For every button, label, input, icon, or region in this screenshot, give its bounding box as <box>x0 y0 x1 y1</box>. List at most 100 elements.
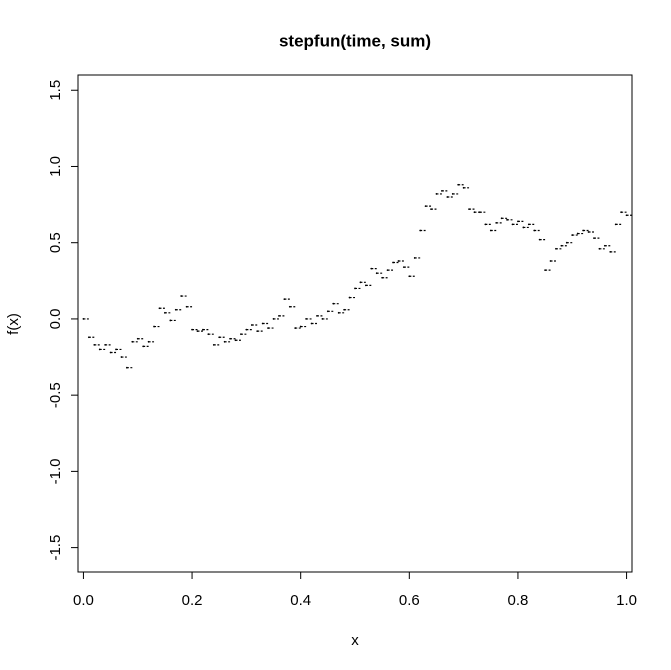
step-point <box>305 318 308 320</box>
y-tick-label: 0.5 <box>47 232 64 253</box>
step-point <box>538 238 541 241</box>
step-point <box>364 284 367 287</box>
step-point <box>549 260 552 262</box>
step-point <box>392 261 394 264</box>
y-tick-label: -1.0 <box>47 458 64 484</box>
step-point <box>603 244 606 247</box>
step-point <box>316 314 318 317</box>
x-tick-label: 0.4 <box>290 592 311 609</box>
step-point <box>180 295 183 297</box>
y-tick-label: -1.5 <box>47 535 64 561</box>
y-tick-label: 1.0 <box>47 156 64 177</box>
step-point <box>82 318 85 320</box>
step-point <box>169 319 172 322</box>
step-point <box>435 193 438 195</box>
x-tick-label: 1.0 <box>616 592 637 609</box>
x-tick-label: 0.0 <box>73 592 94 609</box>
step-point <box>359 281 362 284</box>
step-point <box>473 211 476 214</box>
step-point <box>533 229 536 232</box>
step-point <box>147 340 150 343</box>
plot-frame <box>77 74 633 573</box>
step-point <box>495 221 498 224</box>
step-point <box>565 241 568 244</box>
step-point <box>115 348 117 351</box>
step-point <box>348 296 351 299</box>
y-tick-label: 0.0 <box>47 308 64 329</box>
step-point <box>164 311 166 314</box>
step-point <box>125 366 128 369</box>
step-point <box>489 229 492 232</box>
step-point <box>196 330 199 333</box>
step-point <box>321 318 324 320</box>
step-point <box>98 348 101 351</box>
step-point <box>332 302 335 305</box>
step-point <box>343 308 346 311</box>
step-point <box>288 305 291 308</box>
step-point <box>555 247 557 250</box>
step-point <box>479 211 481 214</box>
step-point <box>593 237 595 240</box>
step-point <box>272 318 275 320</box>
step-point <box>310 322 313 325</box>
step-point <box>261 322 264 325</box>
step-point <box>544 269 546 272</box>
step-point <box>278 314 280 317</box>
step-point <box>354 287 356 290</box>
step-point <box>250 324 253 326</box>
y-axis-label: f(x) <box>5 313 22 335</box>
x-axis-label: x <box>351 632 359 649</box>
step-point <box>451 193 454 195</box>
step-point <box>267 327 269 329</box>
chart-title: stepfun(time, sum) <box>279 31 431 50</box>
step-point <box>419 229 422 232</box>
step-point <box>131 340 134 343</box>
step-point <box>457 183 460 186</box>
step-point <box>587 231 590 233</box>
step-point <box>185 305 188 308</box>
y-tick-label: -0.5 <box>47 382 64 408</box>
step-point <box>245 328 248 331</box>
step-point <box>283 298 286 301</box>
step-point <box>446 196 449 198</box>
x-tick-label: 0.8 <box>508 592 529 609</box>
step-point <box>158 307 161 310</box>
step-point <box>370 267 373 270</box>
step-point <box>598 247 601 250</box>
step-point <box>326 310 329 313</box>
step-point <box>517 220 519 223</box>
step-point <box>620 211 623 214</box>
step-point <box>527 223 530 226</box>
step-point <box>104 343 107 346</box>
step-point <box>408 275 411 278</box>
step-point <box>397 260 400 262</box>
step-point <box>294 327 297 329</box>
step-point <box>462 186 465 189</box>
step-point <box>402 266 405 268</box>
step-point <box>506 218 508 221</box>
step-point <box>413 257 416 259</box>
step-point <box>240 333 242 336</box>
step-point <box>120 356 123 358</box>
step-point <box>191 328 193 331</box>
step-point <box>109 351 112 354</box>
step-point <box>87 336 90 339</box>
step-point <box>229 337 231 340</box>
step-point <box>136 337 139 340</box>
step-point <box>571 234 574 236</box>
step-point <box>218 336 221 339</box>
step-point <box>256 330 259 333</box>
step-point <box>424 205 427 208</box>
step-point <box>386 269 389 272</box>
step-point <box>582 229 585 232</box>
step-point <box>153 325 155 328</box>
step-point <box>500 217 503 220</box>
step-point <box>441 189 443 192</box>
step-point <box>223 340 226 343</box>
step-point <box>212 343 215 346</box>
step-point <box>484 223 487 226</box>
step-point <box>93 343 96 346</box>
step-point <box>375 272 378 275</box>
